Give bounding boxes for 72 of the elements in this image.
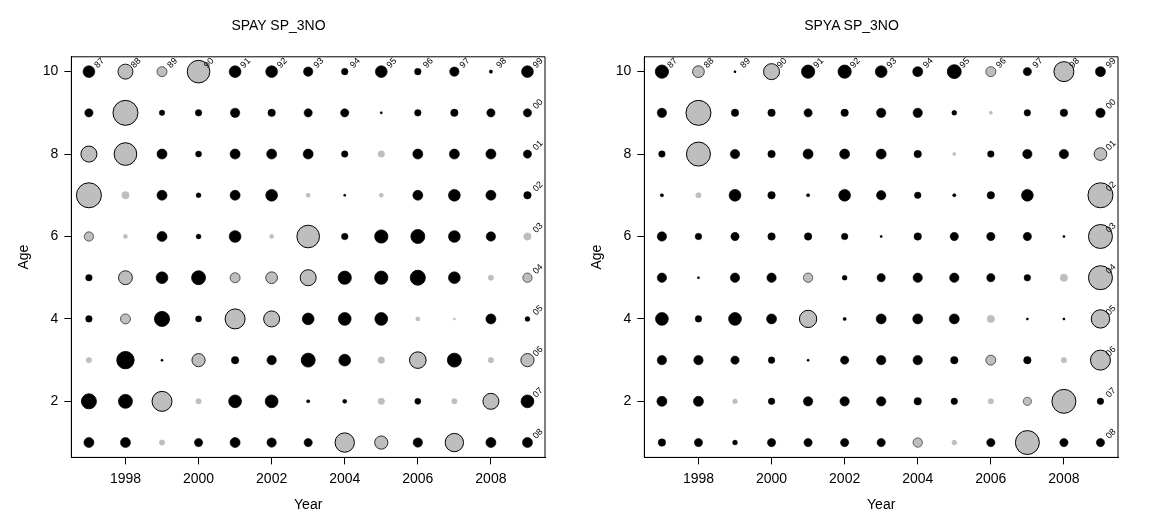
annotation: 04 <box>1103 261 1118 276</box>
x-tick-label: 2002 <box>829 469 861 486</box>
x-tick-label: 2002 <box>256 469 288 486</box>
annotation: 92 <box>274 55 289 70</box>
chart-title: SPAY SP_3NO <box>231 17 326 34</box>
y-tick-label: 10 <box>615 62 632 79</box>
annotation: 00 <box>530 96 545 112</box>
y-axis-title: Age <box>588 244 605 270</box>
annotation: 87 <box>92 55 107 70</box>
annotation: 93 <box>311 55 326 70</box>
y-tick-label: 4 <box>50 309 59 326</box>
x-tick-label: 2000 <box>182 469 215 486</box>
x-tick-label: 2008 <box>1048 469 1080 486</box>
annotation: 06 <box>1103 344 1118 359</box>
annotation: 91 <box>811 55 826 70</box>
annotation: 03 <box>1103 220 1118 235</box>
annotation: 93 <box>884 55 899 70</box>
annotation: 02 <box>530 179 545 194</box>
x-tick-label: 1998 <box>682 469 715 486</box>
y-tick-label: 10 <box>42 62 59 79</box>
annotation: 00 <box>1103 96 1118 112</box>
chart-title: SPYA SP_3NO <box>804 17 899 34</box>
annotation: 98 <box>494 55 509 70</box>
annotation: 07 <box>1103 385 1118 400</box>
annotation: 99 <box>530 55 545 70</box>
annotation: 04 <box>530 261 545 276</box>
annotation: 89 <box>738 55 753 70</box>
x-tick-label: 2008 <box>475 469 507 486</box>
annotation: 03 <box>530 220 545 235</box>
annotation: 08 <box>1103 426 1118 441</box>
y-axis-title: Age <box>15 244 32 270</box>
annotation: 98 <box>1067 55 1082 70</box>
annotation: 07 <box>530 385 545 400</box>
annotation: 90 <box>774 55 789 70</box>
y-tick-label: 4 <box>623 309 632 326</box>
annotation: 94 <box>347 55 362 70</box>
annotation: 92 <box>847 55 862 70</box>
x-tick-label: 2004 <box>329 469 361 486</box>
annotation: 05 <box>1103 302 1118 318</box>
y-tick-label: 2 <box>623 392 632 409</box>
annotation: 01 <box>530 138 545 153</box>
annotation: 89 <box>165 55 180 70</box>
annotation: 95 <box>384 55 399 70</box>
x-tick-label: 1998 <box>109 469 142 486</box>
annotation: 90 <box>201 55 216 70</box>
annotation: 97 <box>457 55 472 70</box>
annotation: 95 <box>957 55 972 70</box>
annotation: 97 <box>1030 55 1045 70</box>
annotation: 96 <box>993 55 1009 70</box>
x-tick-label: 2000 <box>755 469 788 486</box>
annotation: 88 <box>701 55 716 70</box>
annotation: 88 <box>128 55 143 70</box>
annotation: 05 <box>530 302 545 318</box>
x-axis-title: Year <box>867 496 896 513</box>
y-tick-label: 8 <box>50 144 59 161</box>
x-tick-label: 2006 <box>975 469 1007 486</box>
annotation: 06 <box>530 344 545 359</box>
annotation: 08 <box>530 426 545 441</box>
annotation: 01 <box>1103 138 1118 153</box>
annotation: 94 <box>920 55 935 70</box>
x-axis-title: Year <box>294 496 323 513</box>
y-tick-label: 6 <box>50 227 59 244</box>
annotation: 87 <box>665 55 680 70</box>
y-tick-label: 6 <box>623 227 632 244</box>
y-tick-label: 2 <box>50 392 59 409</box>
annotation: 99 <box>1103 55 1118 70</box>
annotation: 91 <box>238 55 253 70</box>
x-tick-label: 2006 <box>402 469 434 486</box>
annotation: 02 <box>1103 179 1118 194</box>
annotation: 96 <box>420 55 436 70</box>
x-tick-label: 2004 <box>902 469 934 486</box>
y-tick-label: 8 <box>623 144 632 161</box>
